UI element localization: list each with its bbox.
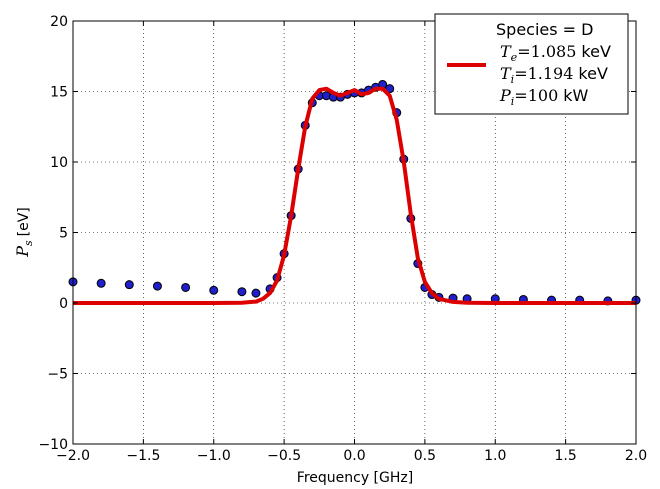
y-axis-label-symbol: P (13, 246, 32, 258)
y-tick-label: 5 (59, 226, 68, 242)
data-point (152, 281, 162, 291)
data-point (181, 282, 191, 292)
y-tick-label: 0 (59, 296, 68, 312)
legend-entry-pi: Pi=100 kW (499, 86, 589, 108)
y-axis-label-unit: [eV] (16, 207, 32, 236)
data-point (124, 280, 134, 290)
data-point (96, 278, 106, 288)
svg-text:Ps[eV]: Ps [eV] (13, 207, 35, 258)
data-point (385, 84, 395, 94)
y-tick-label: 10 (50, 155, 68, 171)
y-axis-label-subscript: s (22, 240, 35, 246)
x-tick-label: −2.0 (56, 448, 90, 464)
legend-entry-te: Te=1.085 keV (500, 42, 611, 64)
x-tick-label: 1.5 (554, 448, 576, 464)
fit-line (73, 86, 636, 305)
data-point (251, 288, 261, 298)
y-tick-label: 15 (50, 85, 68, 101)
y-tick-label: −5 (47, 367, 68, 383)
x-tick-label: 1.0 (484, 448, 506, 464)
legend: Species = D Te=1.085 keV Ti=1.194 keV Pi=1… (434, 13, 629, 115)
data-point (237, 287, 247, 297)
x-tick-label: −0.5 (267, 448, 301, 464)
ticks: −2.0 −1.5 −1.0 −0.5 0.0 0.5 1.0 1.5 2.0 −10 −5 0 5 10… (38, 14, 647, 464)
series-layer (68, 79, 641, 306)
y-tick-label: −10 (38, 437, 68, 453)
y-tick-label: 20 (50, 14, 68, 30)
x-tick-label: 0.5 (414, 448, 436, 464)
x-tick-label: −1.5 (126, 448, 160, 464)
y-axis-label: Ps [eV] (13, 207, 35, 258)
x-axis-label: Frequency [GHz] (297, 470, 413, 486)
legend-title: Species = D (496, 20, 593, 39)
data-point (209, 285, 219, 295)
x-tick-label: −1.0 (197, 448, 231, 464)
x-tick-label: 0.0 (343, 448, 365, 464)
legend-entry-ti: Ti=1.194 keV (500, 64, 608, 86)
x-tick-label: 2.0 (625, 448, 647, 464)
